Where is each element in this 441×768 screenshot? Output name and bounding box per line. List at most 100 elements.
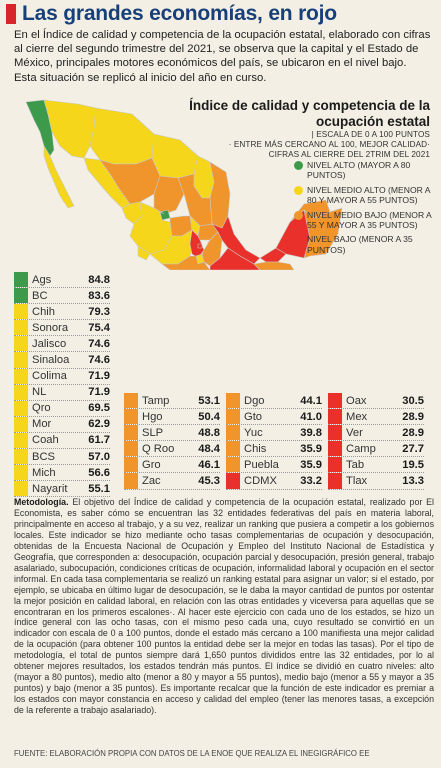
state-name: Yuc <box>244 426 263 439</box>
state-score: 50.4 <box>198 410 220 423</box>
state-score: 84.8 <box>88 273 110 286</box>
table-row: Dgo 44.1 <box>226 393 322 410</box>
legend-item: NIVEL MEDIO ALTO (MENOR A 80 Y MAYOR A 5… <box>294 185 434 206</box>
map-scale-note: | ESCALA DE 0 A 100 PUNTOS <box>311 130 430 139</box>
state-score: 44.1 <box>300 394 322 407</box>
state-name: Puebla <box>244 458 279 471</box>
map-state-gro <box>161 255 211 270</box>
state-score: 35.9 <box>300 442 322 455</box>
table-row: Sonora 75.4 <box>14 320 110 337</box>
state-name: Gro <box>142 458 161 471</box>
state-name: Nayarit <box>32 482 68 495</box>
state-score: 41.0 <box>300 410 322 423</box>
methodology-label: Metodología. <box>14 497 69 507</box>
table-row: Jalisco 74.6 <box>14 336 110 353</box>
state-name: Mor <box>32 418 52 431</box>
methodology-paragraph: Metodología. El objetivo del Índice de c… <box>14 497 434 716</box>
table-row: Oax 30.5 <box>328 393 424 410</box>
map-legend: NIVEL ALTO (MAYOR A 80 PUNTOS) NIVEL MEDI… <box>294 160 434 259</box>
legend-label: NIVEL ALTO (MAYOR A 80 PUNTOS) <box>307 160 411 181</box>
table-row: BCS 57.0 <box>14 449 110 466</box>
state-score: 74.6 <box>88 337 110 350</box>
table-row: Mor 62.9 <box>14 416 110 433</box>
table-row: Gro 46.1 <box>124 457 220 474</box>
map-state-tab <box>259 247 287 263</box>
table-row: Zac 45.3 <box>124 473 220 490</box>
level-swatch <box>124 473 138 489</box>
table-row: Ver 28.9 <box>328 425 424 442</box>
level-swatch <box>124 409 138 425</box>
state-name: Tamp <box>142 394 170 407</box>
ranking-column-2: Tamp 53.1 Hgo 50.4 SLP 48.8 Q Roo 48.4 Gro 46.1 Za… <box>124 393 220 490</box>
table-row: NL 71.9 <box>14 384 110 401</box>
state-name: SLP <box>142 426 164 439</box>
state-score: 56.6 <box>88 466 110 479</box>
state-name: Mex <box>346 410 368 423</box>
level-swatch <box>226 457 240 473</box>
map-state-ver <box>211 215 261 265</box>
level-swatch <box>14 384 28 400</box>
state-name: Gto <box>244 410 263 423</box>
map-scale-explanation: · ENTRE MÁS CERCANO AL 100, MEJOR CALIDA… <box>228 140 430 149</box>
state-name: Coah <box>32 434 59 447</box>
state-name: Chis <box>244 442 267 455</box>
level-swatch <box>14 368 28 384</box>
state-score: 39.8 <box>300 426 322 439</box>
state-name: Jalisco <box>32 337 67 350</box>
methodology-text: El objetivo del Índice de calidad y comp… <box>14 497 434 716</box>
state-score: 19.5 <box>402 458 424 471</box>
state-name: CDMX <box>244 475 277 488</box>
state-name: BC <box>32 289 48 302</box>
map-state-chis <box>253 261 295 270</box>
map-state-cdmx <box>197 243 203 249</box>
state-score: 53.1 <box>198 394 220 407</box>
state-score: 74.6 <box>88 354 110 367</box>
state-score: 62.9 <box>88 418 110 431</box>
map-title-block: Índice de calidad y competencia de la oc… <box>130 98 430 160</box>
state-score: 71.9 <box>88 386 110 399</box>
table-row: SLP 48.8 <box>124 425 220 442</box>
page-title: Las grandes economías, en rojo <box>22 2 337 25</box>
state-score: 45.3 <box>198 475 220 488</box>
table-row: Tamp 53.1 <box>124 393 220 410</box>
state-name: Ags <box>32 273 52 286</box>
mexico-map-svg <box>25 99 343 270</box>
legend-dot-icon <box>294 185 303 195</box>
state-name: Qro <box>32 402 51 415</box>
table-row: Tab 19.5 <box>328 457 424 474</box>
source-note: FUENTE: ELABORACIÓN PROPIA CON DATOS DE … <box>14 749 370 758</box>
level-swatch <box>14 304 28 320</box>
state-name: Chih <box>32 305 56 318</box>
state-score: 71.9 <box>88 370 110 383</box>
map-date-note: CIFRAS AL CIERRE DEL 2TRIM DEL 2021 <box>268 150 430 159</box>
level-swatch <box>226 473 240 489</box>
state-name: Tab <box>346 458 365 471</box>
state-score: 46.1 <box>198 458 220 471</box>
state-score: 13.3 <box>402 475 424 488</box>
state-name: Hgo <box>142 410 163 423</box>
mexico-map <box>14 98 434 270</box>
table-row: Camp 27.7 <box>328 441 424 458</box>
state-name: Sinaloa <box>32 354 70 367</box>
legend-item: NIVEL ALTO (MAYOR A 80 PUNTOS) <box>294 160 434 181</box>
level-swatch <box>328 425 342 441</box>
level-swatch <box>328 393 342 409</box>
level-swatch <box>14 320 28 336</box>
level-swatch <box>124 425 138 441</box>
state-name: BCS <box>32 450 56 463</box>
map-state-slp <box>177 173 213 227</box>
level-swatch <box>14 288 28 304</box>
state-name: Camp <box>346 442 376 455</box>
map-state-bcs <box>43 144 75 209</box>
intro-paragraph: En el Índice de calidad y competencia de… <box>14 29 431 84</box>
level-swatch <box>226 393 240 409</box>
table-row: CDMX 33.2 <box>226 473 322 490</box>
level-swatch <box>14 272 28 288</box>
table-row: Gto 41.0 <box>226 409 322 426</box>
legend-item: NIVEL MEDIO BAJO (MENOR A 55 Y MAYOR A 3… <box>294 210 434 231</box>
level-swatch <box>124 441 138 457</box>
state-score: 28.9 <box>402 426 424 439</box>
state-score: 28.9 <box>402 410 424 423</box>
state-score: 79.3 <box>88 305 110 318</box>
level-swatch <box>328 457 342 473</box>
